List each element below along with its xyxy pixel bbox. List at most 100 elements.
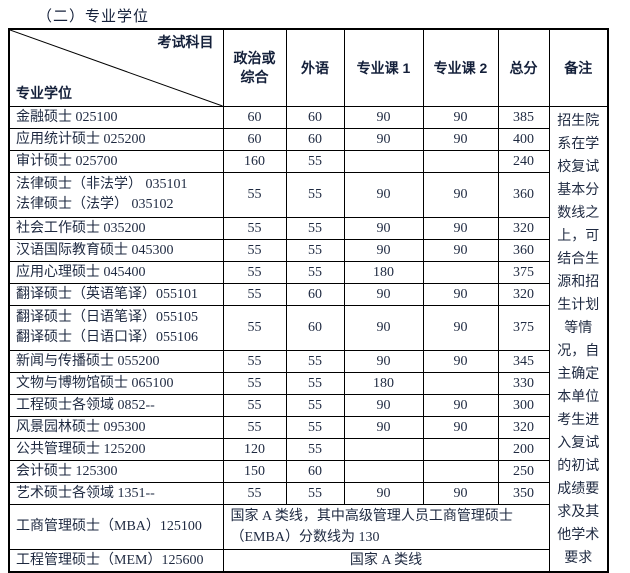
table-header-row: 考试科目 专业学位 政治或 综合 外语 专业课 1 专业课 2 总分 备注 xyxy=(8,28,609,107)
national-line-note: 国家 A 类线，其中高级管理人员工商管理硕士 （EMBA）分数线为 130 xyxy=(222,504,550,550)
score-cell: 90 xyxy=(422,172,499,218)
score-cell: 180 xyxy=(343,261,424,284)
score-cell xyxy=(422,261,499,284)
program-name: 风景园林硕士 095300 xyxy=(8,416,224,439)
score-cell: 90 xyxy=(422,416,499,439)
score-cell: 60 xyxy=(285,283,345,306)
table-row: 社会工作硕士 035200 55 55 90 90 320 xyxy=(8,217,608,240)
score-cell: 90 xyxy=(422,283,499,306)
score-cell xyxy=(422,438,499,461)
table-row: 文物与博物馆硕士 065100 55 55 180 330 xyxy=(8,372,608,395)
score-cell: 240 xyxy=(497,150,550,173)
diagonal-divider-line xyxy=(10,30,223,106)
header-remarks: 备注 xyxy=(548,28,609,107)
score-cell: 160 xyxy=(222,150,287,173)
score-cell: 360 xyxy=(497,239,550,262)
score-cell: 90 xyxy=(422,106,499,129)
score-cell: 90 xyxy=(343,239,424,262)
table-row: 艺术硕士各领域 1351-- 55 55 90 90 350 xyxy=(8,482,608,505)
score-cell: 60 xyxy=(222,128,287,151)
score-cell: 90 xyxy=(343,172,424,218)
score-cell xyxy=(343,150,424,173)
table-row: 翻译硕士（日语笔译）055105 翻译硕士（日语口译）055106 55 60 … xyxy=(8,305,608,351)
score-cell: 90 xyxy=(343,128,424,151)
score-cell: 200 xyxy=(497,438,550,461)
score-cell: 90 xyxy=(343,482,424,505)
score-cell: 90 xyxy=(343,394,424,417)
table-row: 审计硕士 025700 160 55 240 xyxy=(8,150,608,173)
program-name: 公共管理硕士 125200 xyxy=(8,438,224,461)
score-cell: 180 xyxy=(343,372,424,395)
score-cell: 375 xyxy=(497,305,550,351)
header-politics-comprehensive: 政治或 综合 xyxy=(222,28,287,107)
score-cell: 90 xyxy=(422,482,499,505)
score-cell: 90 xyxy=(422,305,499,351)
table-row: 金融硕士 025100 60 60 90 90 385 招生院系在学校复试基本分… xyxy=(8,106,609,573)
score-cell: 55 xyxy=(285,372,345,395)
table-row: 法律硕士（非法学） 035101 法律硕士（法学） 035102 55 55 9… xyxy=(8,172,608,218)
program-name: 翻译硕士（英语笔译）055101 xyxy=(8,283,224,306)
score-cell: 55 xyxy=(222,283,287,306)
score-cell: 60 xyxy=(222,106,287,129)
score-cell: 250 xyxy=(497,460,550,483)
table-row: 风景园林硕士 095300 55 55 90 90 320 xyxy=(8,416,608,439)
program-name: 审计硕士 025700 xyxy=(8,150,224,173)
score-cell: 60 xyxy=(285,128,345,151)
header-total-score: 总分 xyxy=(497,28,550,107)
score-cell: 55 xyxy=(285,482,345,505)
score-cell: 55 xyxy=(285,239,345,262)
header-major-course-1: 专业课 1 xyxy=(343,28,424,107)
header-foreign-language: 外语 xyxy=(285,28,345,107)
score-cell: 90 xyxy=(422,217,499,240)
score-cell: 55 xyxy=(222,416,287,439)
score-cell: 400 xyxy=(497,128,550,151)
program-name: 应用统计硕士 025200 xyxy=(8,128,224,151)
corner-degree-label: 专业学位 xyxy=(16,85,72,101)
score-cell: 90 xyxy=(343,350,424,373)
program-name: 应用心理硕士 045400 xyxy=(8,261,224,284)
program-name: 工程硕士各领域 0852-- xyxy=(8,394,224,417)
table-row: 应用统计硕士 025200 60 60 90 90 400 xyxy=(8,128,608,151)
program-name: 文物与博物馆硕士 065100 xyxy=(8,372,224,395)
header-major-course-2: 专业课 2 xyxy=(422,28,499,107)
score-cell: 90 xyxy=(343,416,424,439)
score-cell: 55 xyxy=(222,305,287,351)
table-row: 工商管理硕士（MBA）125100 国家 A 类线，其中高级管理人员工商管理硕士… xyxy=(8,504,608,550)
national-line-note: 国家 A 类线 xyxy=(222,549,550,573)
score-cell: 90 xyxy=(343,106,424,129)
score-cell: 55 xyxy=(285,261,345,284)
score-cell: 90 xyxy=(422,394,499,417)
score-cell: 55 xyxy=(285,416,345,439)
score-cell: 55 xyxy=(222,350,287,373)
score-cell: 300 xyxy=(497,394,550,417)
program-name: 汉语国际教育硕士 045300 xyxy=(8,239,224,262)
score-cell: 320 xyxy=(497,416,550,439)
score-cell: 55 xyxy=(285,172,345,218)
score-cell: 55 xyxy=(285,438,345,461)
score-cell: 360 xyxy=(497,172,550,218)
score-cell: 55 xyxy=(222,217,287,240)
score-cell: 55 xyxy=(222,239,287,262)
remark-cell: 招生院系在学校复试基本分数线之上，可结合生源和招生计划等情况，自主确定本单位考生… xyxy=(548,106,609,573)
score-cell: 345 xyxy=(497,350,550,373)
score-cell xyxy=(422,372,499,395)
score-cell: 90 xyxy=(422,128,499,151)
table-row: 汉语国际教育硕士 045300 55 55 90 90 360 xyxy=(8,239,608,262)
program-name: 金融硕士 025100 xyxy=(8,106,224,129)
corner-header-cell: 考试科目 专业学位 xyxy=(8,28,224,107)
score-cell: 55 xyxy=(222,482,287,505)
score-cell xyxy=(343,460,424,483)
score-cell xyxy=(422,150,499,173)
score-cell: 90 xyxy=(343,283,424,306)
score-cell: 385 xyxy=(497,106,550,129)
program-name: 翻译硕士（日语笔译）055105 翻译硕士（日语口译）055106 xyxy=(8,305,224,351)
program-name: 会计硕士 125300 xyxy=(8,460,224,483)
score-cell: 55 xyxy=(285,217,345,240)
score-cell: 55 xyxy=(285,394,345,417)
table-row: 新闻与传播硕士 055200 55 55 90 90 345 xyxy=(8,350,608,373)
table-row: 应用心理硕士 045400 55 55 180 375 xyxy=(8,261,608,284)
program-name: 工商管理硕士（MBA）125100 xyxy=(8,504,224,550)
score-cell: 90 xyxy=(422,350,499,373)
score-cell: 55 xyxy=(285,350,345,373)
